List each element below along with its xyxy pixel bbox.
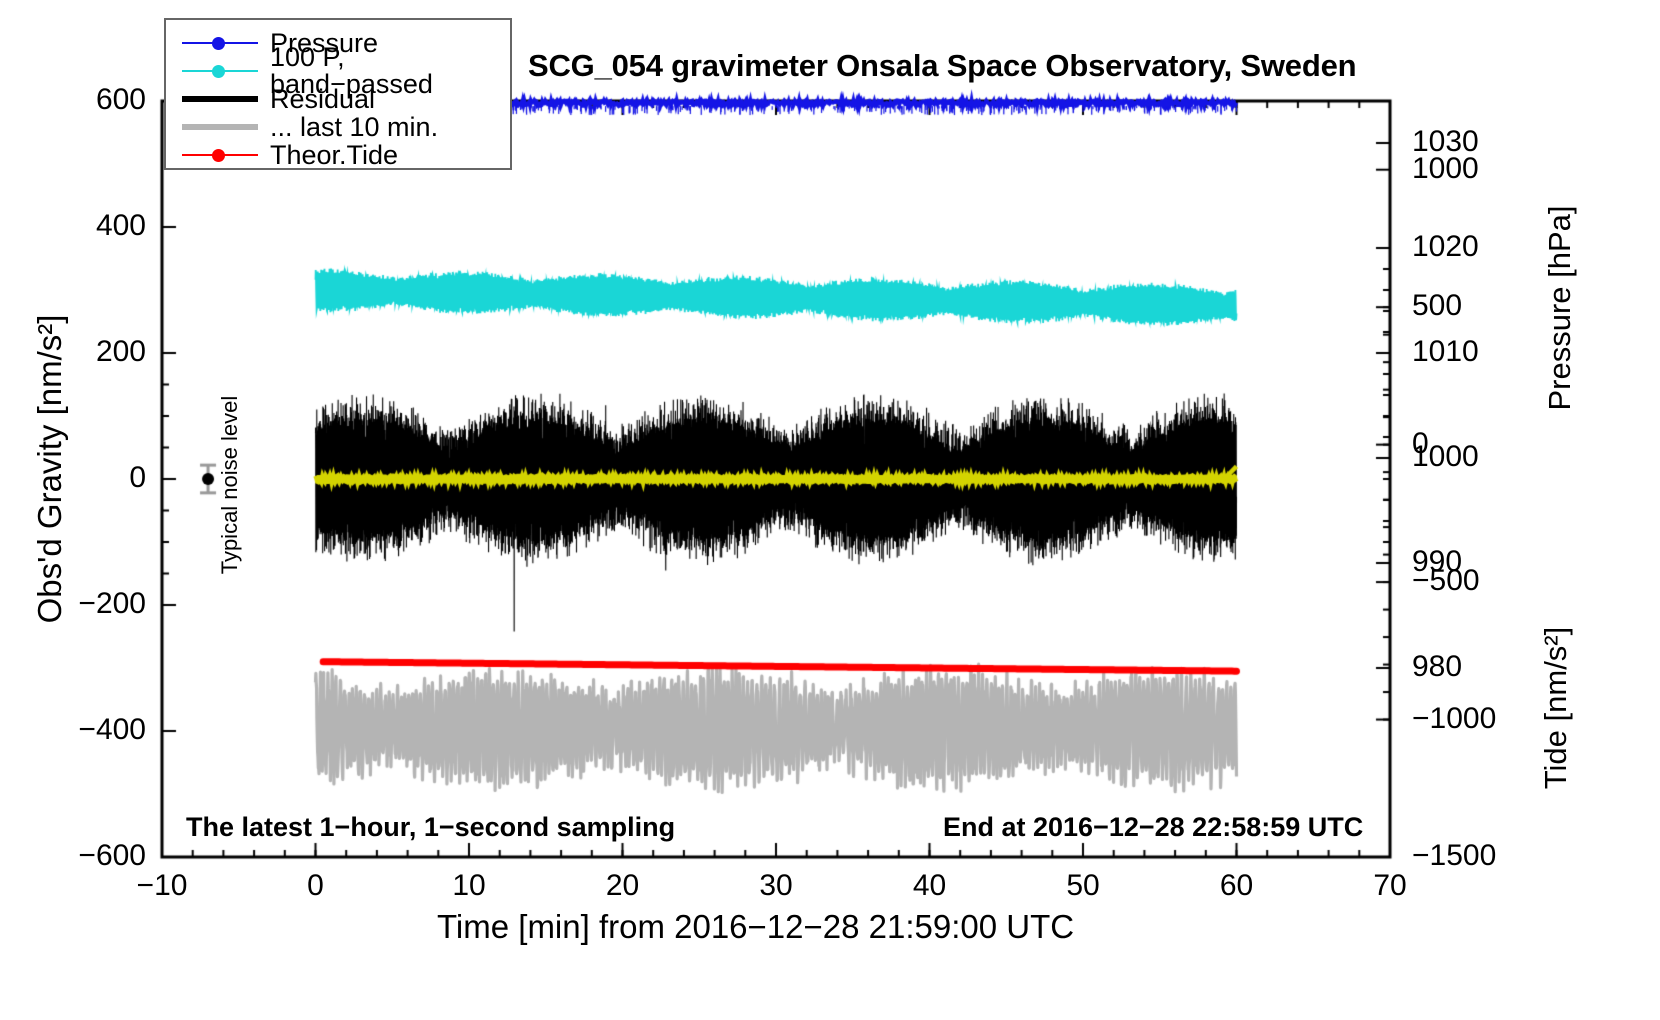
- legend-item-0[interactable]: Pressure: [166, 28, 510, 58]
- y-tick-tide-1: 500: [1412, 289, 1463, 323]
- legend-item-4[interactable]: Theor.Tide: [166, 140, 510, 170]
- x-tick-7: 60: [1219, 869, 1254, 902]
- y-tick-left-2: 200: [95, 335, 146, 368]
- y-tick-left-0: 600: [95, 83, 146, 116]
- x-tick-5: 40: [912, 869, 947, 902]
- y-tick-pressure-3: 1000: [1412, 440, 1479, 473]
- sampling-note: The latest 1−hour, 1−second sampling: [186, 812, 676, 842]
- y-tick-pressure-1: 1020: [1412, 230, 1479, 263]
- end-time-note: End at 2016−12−28 22:58:59 UTC: [943, 812, 1364, 842]
- page-title: SCG_054 gravimeter Onsala Space Observat…: [528, 48, 1357, 83]
- legend-item-1[interactable]: 100 P, band−passed: [166, 44, 510, 98]
- x-tick-1: 0: [307, 869, 324, 902]
- x-axis-title: Time [min] from 2016−12−28 21:59:00 UTC: [437, 908, 1075, 945]
- legend-label-3: ... last 10 min.: [270, 111, 439, 142]
- x-tick-8: 70: [1373, 869, 1407, 902]
- y-tick-pressure-2: 1010: [1412, 335, 1479, 368]
- y-axis-right-pressure-title: Pressure [hPa]: [1542, 205, 1577, 411]
- legend-label-1: 100 P, band−passed: [270, 42, 433, 99]
- y-tick-left-5: −400: [78, 713, 146, 746]
- y-tick-tide-5: −1500: [1412, 839, 1497, 872]
- y-tick-tide-3: −500: [1412, 564, 1480, 598]
- legend-item-3[interactable]: ... last 10 min.: [166, 112, 510, 142]
- y-tick-tide-0: 1000: [1412, 151, 1479, 185]
- legend-swatch-icon-3: [182, 115, 258, 139]
- y-tick-left-4: −200: [78, 587, 146, 620]
- y-tick-tide-2: 0: [1412, 426, 1429, 460]
- y-axis-right-tide-title: Tide [nm/s²]: [1538, 626, 1573, 790]
- x-tick-6: 50: [1066, 869, 1100, 902]
- x-tick-0: −10: [136, 869, 188, 902]
- y-tick-left-3: 0: [129, 461, 146, 494]
- y-tick-pressure-0: 1030: [1412, 125, 1479, 158]
- legend: Pressure 100 P, band−passed Residual... la…: [164, 18, 512, 170]
- legend-swatch-icon-0: [182, 31, 258, 55]
- y-tick-left-1: 400: [95, 209, 146, 242]
- y-tick-pressure-5: 980: [1412, 650, 1463, 683]
- legend-swatch-icon-2: [182, 87, 258, 111]
- y-tick-left-6: −600: [78, 839, 146, 872]
- legend-swatch-icon-4: [182, 143, 258, 167]
- x-tick-4: 30: [759, 869, 793, 902]
- noise-level-label: Typical noise level: [217, 395, 242, 575]
- x-tick-3: 20: [605, 869, 640, 902]
- y-tick-tide-4: −1000: [1412, 701, 1497, 735]
- legend-label-2: Residual: [270, 83, 376, 114]
- legend-item-2[interactable]: Residual: [166, 84, 510, 114]
- y-tick-pressure-4: 990: [1412, 545, 1463, 578]
- legend-swatch-icon-1: [182, 59, 258, 83]
- x-tick-2: 10: [452, 869, 486, 902]
- legend-label-4: Theor.Tide: [270, 139, 399, 170]
- legend-label-0: Pressure: [270, 27, 379, 58]
